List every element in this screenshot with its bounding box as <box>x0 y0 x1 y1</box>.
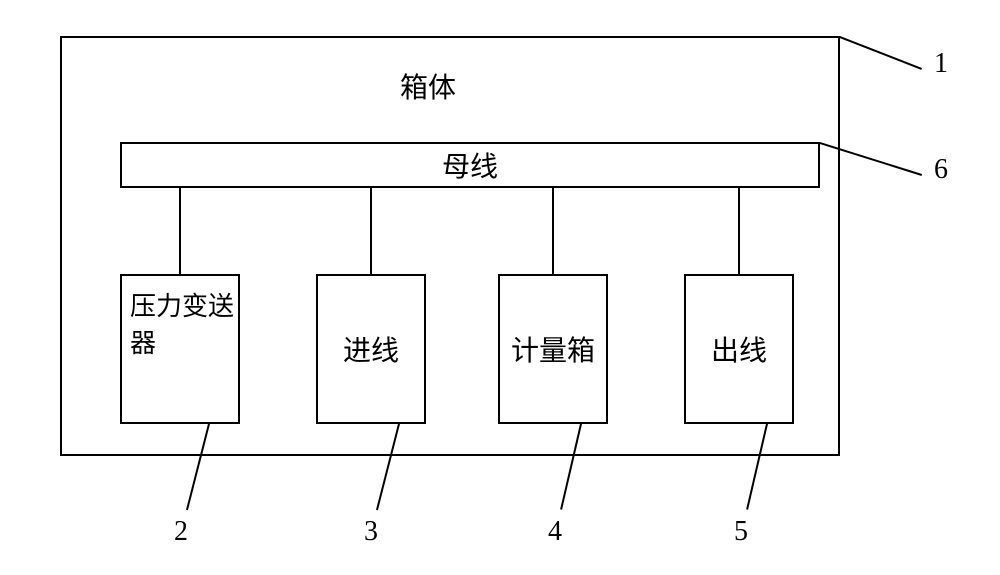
component-label-comp-3: 进线 <box>343 329 399 369</box>
outer-box-label: 箱体 <box>400 66 456 106</box>
ref-line-1 <box>839 36 922 70</box>
busbar-box: 母线 <box>120 142 820 188</box>
ref-number-3: 3 <box>364 516 378 548</box>
connector-comp-4 <box>552 188 554 274</box>
component-box-comp-2: 压力变送器 <box>120 274 240 424</box>
busbar-label: 母线 <box>442 145 498 185</box>
connector-comp-3 <box>370 188 372 274</box>
ref-number-5: 5 <box>734 516 748 548</box>
component-box-comp-4: 计量箱 <box>498 274 608 424</box>
ref-number-1: 1 <box>934 48 948 80</box>
component-box-comp-3: 进线 <box>316 274 426 424</box>
ref-number-2: 2 <box>174 516 188 548</box>
component-label-comp-2: 压力变送器 <box>130 286 234 360</box>
connector-comp-5 <box>738 188 740 274</box>
component-label-comp-4: 计量箱 <box>511 329 595 369</box>
ref-number-4: 4 <box>548 516 562 548</box>
component-box-comp-5: 出线 <box>684 274 794 424</box>
component-label-comp-5: 出线 <box>711 329 767 369</box>
connector-comp-2 <box>179 188 181 274</box>
ref-number-6: 6 <box>934 154 948 186</box>
